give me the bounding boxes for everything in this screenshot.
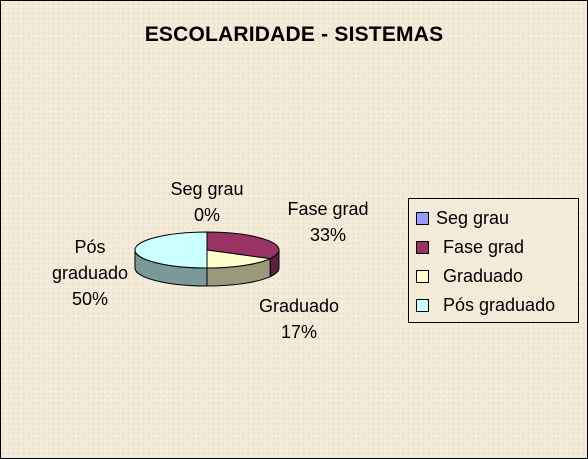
- legend-text-pos-graduado: Pós graduado: [443, 295, 556, 315]
- legend-text-graduado: Graduado: [443, 266, 524, 286]
- data-label-pos-graduado: Pós graduado 50%: [35, 234, 145, 312]
- legend-swatch-pos-graduado: [416, 299, 429, 312]
- data-label-pos-graduado-name-2: graduado: [51, 263, 129, 283]
- legend-swatch-seg-grau: [416, 212, 429, 225]
- data-label-seg-grau-name: Seg grau: [170, 179, 244, 199]
- legend-text-fase-grad: Fase grad: [443, 237, 525, 257]
- data-label-pos-graduado-pct: 50%: [71, 289, 109, 309]
- pie-slice-graduado: [206, 249, 272, 269]
- data-label-fase-grad-name: Fase grad: [287, 199, 369, 219]
- data-label-pos-graduado-name-1: Pós: [74, 237, 106, 257]
- legend-swatch-graduado: [416, 270, 429, 283]
- data-label-seg-grau: Seg grau 0%: [161, 176, 253, 228]
- legend-swatch-fase-grad: [416, 241, 429, 254]
- chart-title: ESCOLARIDADE - SISTEMAS: [144, 23, 444, 46]
- data-label-graduado-pct: 17%: [280, 322, 318, 342]
- data-label-fase-grad-pct: 33%: [309, 225, 347, 245]
- data-label-graduado: Graduado 17%: [244, 293, 354, 345]
- legend-text-seg-grau: Seg grau: [436, 208, 510, 228]
- data-label-fase-grad: Fase grad 33%: [273, 196, 383, 248]
- data-label-graduado-name: Graduado: [258, 296, 340, 316]
- legend: Seg grau Fase grad Graduado Pós graduado: [408, 198, 579, 323]
- data-label-seg-grau-pct: 0%: [193, 205, 220, 225]
- pie-slice-pos-graduado: [134, 231, 208, 269]
